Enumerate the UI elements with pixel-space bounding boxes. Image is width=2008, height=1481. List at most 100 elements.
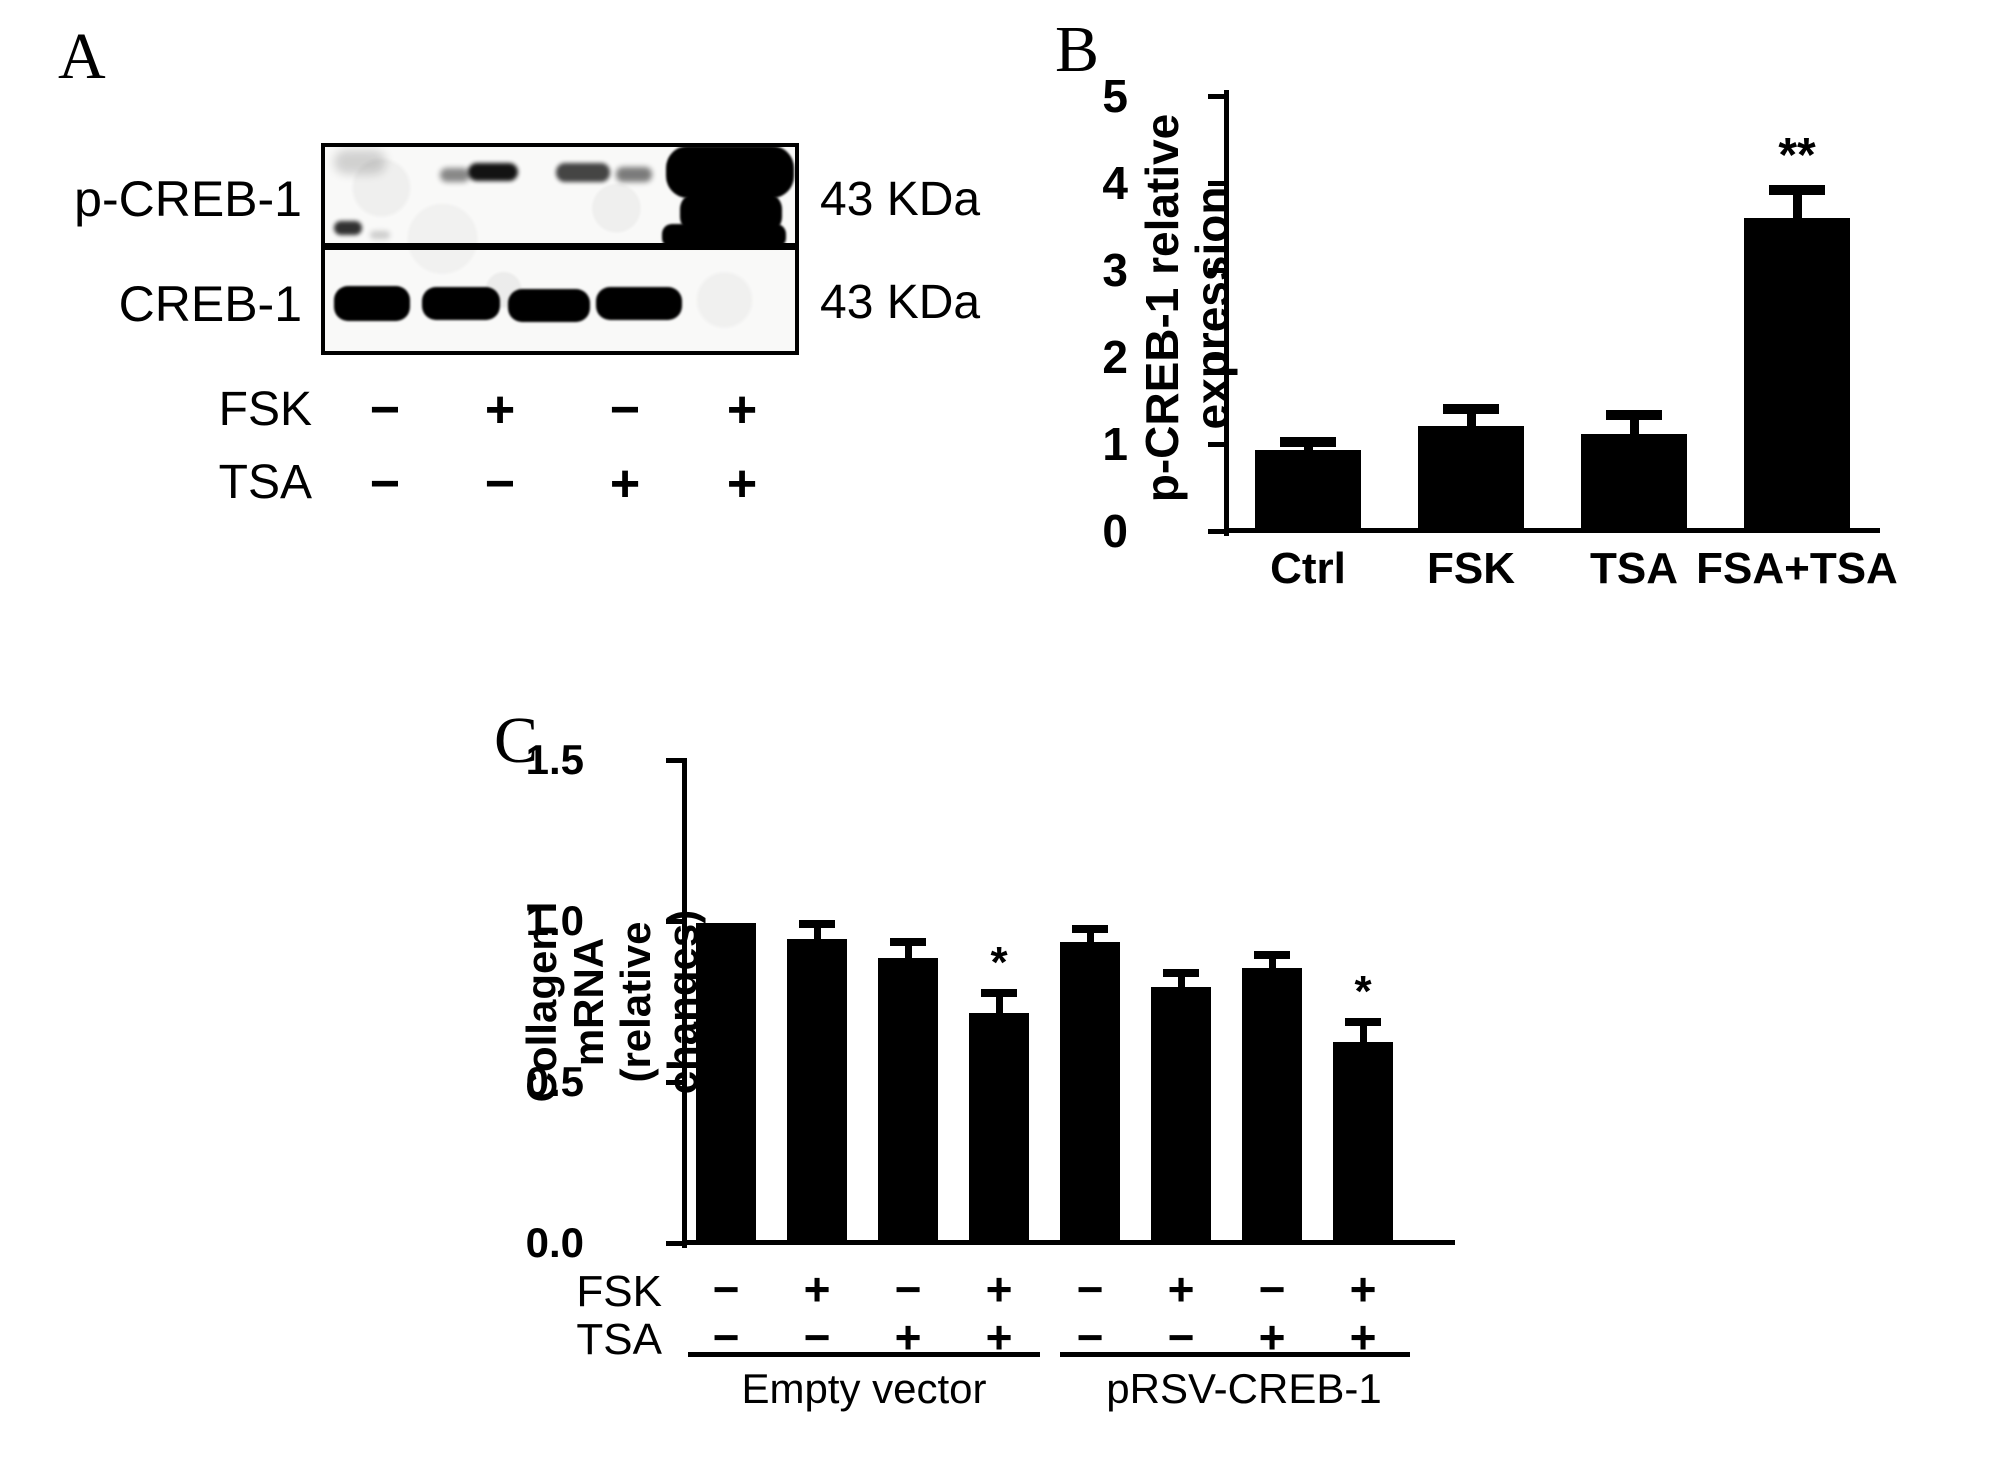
panel-b-x-category-label: FSA+TSA xyxy=(1696,544,1898,593)
panel-c-error-bar-cap xyxy=(799,920,835,929)
panel-c-group2-label: pRSV-CREB-1 xyxy=(1106,1365,1382,1412)
blot-band xyxy=(440,168,470,182)
panel-c-error-bar-stem xyxy=(1268,954,1276,971)
panel-c-bar xyxy=(969,1013,1029,1243)
blot-size-label-bottom: 43 KDa xyxy=(820,276,981,329)
panel-b-bar xyxy=(1418,425,1524,531)
blot-band xyxy=(334,150,386,174)
panel-c-significance-marker: * xyxy=(990,938,1008,988)
panel-a-condition-symbol: + xyxy=(726,381,758,439)
panel-c-group1-label: Empty vector xyxy=(741,1365,987,1412)
panel-b-x-category-label: TSA xyxy=(1590,544,1678,593)
panel-b-y-axis-title: p-CREB-1 relative expression xyxy=(1136,113,1238,503)
panel-c-error-bar-stem xyxy=(1086,929,1094,945)
panel-c-y-axis-title-line1: Collagen I mRNA xyxy=(518,901,612,1103)
panel-c-error-bar-stem xyxy=(813,924,821,942)
panel-b-error-bar-stem xyxy=(1792,189,1802,221)
blot-band xyxy=(616,167,652,182)
blot-band xyxy=(468,163,518,181)
panel-c-error-bar-cap xyxy=(981,989,1017,998)
blot-band xyxy=(556,163,610,182)
blot-size-label-top: 43 KDa xyxy=(820,173,981,226)
panel-c-group2-underline xyxy=(1060,1352,1410,1357)
panel-a-condition-symbol: − xyxy=(369,455,401,513)
panel-b-y-tick-label: 1 xyxy=(1102,418,1128,470)
panel-c-condition-symbol: − xyxy=(1167,1311,1195,1363)
panel-c-bar xyxy=(787,939,847,1243)
panel-b-error-bar-cap xyxy=(1443,404,1499,415)
panel-c-y-tick-label: 0.5 xyxy=(525,1058,584,1105)
panel-a-condition-symbol: + xyxy=(609,455,641,513)
panel-c-y-tick-label: 0.0 xyxy=(525,1219,584,1266)
panel-c-bar xyxy=(1242,968,1302,1243)
panel-c-condition-symbol: − xyxy=(803,1311,831,1363)
panel-b-y-tick xyxy=(1208,181,1224,186)
panel-c-y-axis-title: Collagen I mRNA (relative changes) xyxy=(518,837,706,1167)
panel-c-y-axis-title-line2: (relative changes) xyxy=(612,910,706,1094)
panel-a-condition-symbol: + xyxy=(726,455,758,513)
panel-a-letter: A xyxy=(58,20,106,93)
panel-b-y-tick xyxy=(1208,355,1224,360)
panel-b-error-bar-cap xyxy=(1606,410,1662,421)
panel-a-condition-fsk-label: FSK xyxy=(218,383,312,436)
blot-row-label-pcreb1: p-CREB-1 xyxy=(74,171,302,227)
panel-c-error-bar-cap xyxy=(1254,950,1290,959)
panel-c-condition-symbol: + xyxy=(894,1311,922,1363)
panel-c-letter: C xyxy=(494,704,539,777)
panel-b-significance-marker: ** xyxy=(1778,128,1816,182)
panel-c-bar xyxy=(696,923,756,1243)
blot-band xyxy=(370,231,390,239)
panel-b-y-tick-label: 5 xyxy=(1102,70,1128,122)
panel-c-error-bar-cap xyxy=(1163,968,1199,977)
panel-c-bar xyxy=(1151,987,1211,1243)
panel-c-y-tick xyxy=(666,1241,682,1246)
panel-c-condition-symbol: + xyxy=(1349,1263,1377,1315)
panel-c-condition-symbol: + xyxy=(985,1311,1013,1363)
panel-c-condition-symbol: + xyxy=(1167,1263,1195,1315)
panel-b-error-bar-cap xyxy=(1280,437,1336,448)
panel-b-y-tick xyxy=(1208,268,1224,273)
panel-c-y-tick-label: 1.5 xyxy=(525,736,584,783)
panel-c-error-bar-stem xyxy=(1359,1022,1367,1045)
panel-b-x-category-label: Ctrl xyxy=(1270,544,1346,593)
panel-a-condition-tsa-label: TSA xyxy=(218,456,312,509)
panel-c-condition-symbol: − xyxy=(712,1311,740,1363)
panel-c-condition-symbol: − xyxy=(1076,1263,1104,1315)
panel-b-error-bar-stem xyxy=(1303,442,1313,453)
panel-c-bar xyxy=(1060,942,1120,1243)
panel-b-bar xyxy=(1581,433,1687,531)
panel-c-error-bar-cap xyxy=(1072,925,1108,934)
panel-c-condition-symbol: − xyxy=(1076,1311,1104,1363)
panel-c-condition-symbol: + xyxy=(803,1263,831,1315)
panel-b-x-axis xyxy=(1224,528,1880,533)
blot-band xyxy=(422,287,500,320)
panel-c-condition-tsa-label: TSA xyxy=(576,1315,662,1364)
panel-c-error-bar-cap xyxy=(890,937,926,946)
panel-a-condition-symbol: − xyxy=(369,381,401,439)
panel-c-y-tick-label: 1.0 xyxy=(525,897,584,944)
panel-a-condition-symbol: − xyxy=(484,455,516,513)
panel-c-group1-underline xyxy=(688,1352,1040,1357)
panel-b-bar xyxy=(1744,218,1850,531)
panel-c-y-axis xyxy=(682,758,687,1248)
panel-b-error-bar-stem xyxy=(1466,409,1476,428)
panel-b-y-tick-label: 4 xyxy=(1102,157,1128,209)
panel-b-y-tick xyxy=(1208,94,1224,99)
blot-row-label-creb1: CREB-1 xyxy=(118,276,302,332)
panel-c-condition-fsk-label: FSK xyxy=(576,1267,662,1316)
panel-c-error-bar-stem xyxy=(904,941,912,961)
panel-a-condition-symbol: + xyxy=(484,381,516,439)
panel-a-condition-symbol: − xyxy=(609,381,641,439)
panel-c-condition-symbol: − xyxy=(894,1263,922,1315)
panel-c-y-tick xyxy=(666,758,682,763)
panel-b-bar xyxy=(1255,450,1361,531)
blot-band xyxy=(666,146,794,198)
blot-divider-line xyxy=(321,243,799,250)
panel-c-error-bar-cap xyxy=(1345,1018,1381,1027)
panel-b-y-tick-label: 3 xyxy=(1102,244,1128,296)
panel-c-condition-symbol: + xyxy=(1349,1311,1377,1363)
blot-band xyxy=(508,289,590,322)
blot-band xyxy=(334,221,362,235)
panel-b-y-tick xyxy=(1208,529,1224,534)
